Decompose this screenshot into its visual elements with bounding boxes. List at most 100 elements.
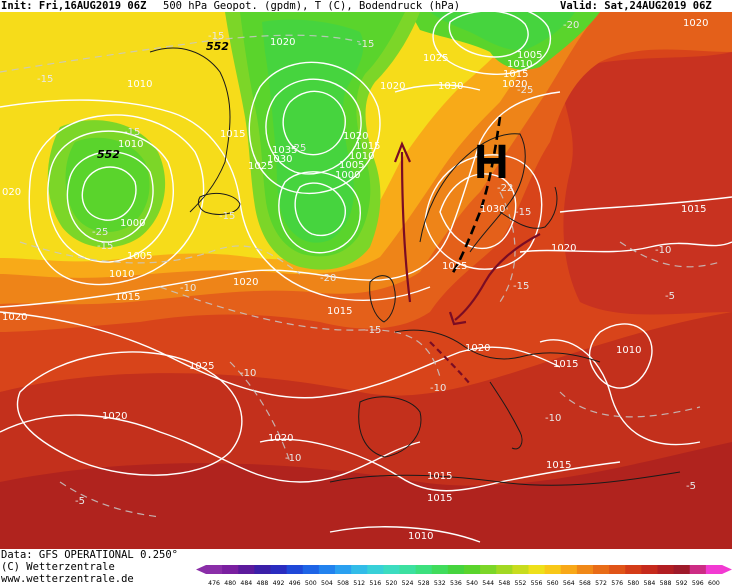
isobar-1030-high <box>439 173 517 250</box>
map-title: 500 hPa Geopot. (gpdm), T (C), Bodendruc… <box>163 0 461 12</box>
color-legend: 476 480 484 488 492 496 500 504 508 512 516 520 524 5… <box>196 565 732 587</box>
temperature-label: -15 <box>219 211 235 222</box>
pressure-label: 1020 <box>102 411 127 422</box>
isobar-west-low-2 <box>66 151 154 243</box>
pressure-label: 1010 <box>127 79 152 90</box>
legend-tick-label: 500 <box>305 580 317 587</box>
coast-baltic <box>499 186 558 229</box>
pressure-label: 020 <box>2 187 21 198</box>
arrow-east-loop <box>454 233 541 321</box>
legend-swatch <box>528 565 546 574</box>
pressure-label: 1015 <box>546 460 571 471</box>
legend-tick-label: 512 <box>353 580 365 587</box>
coast-europe <box>394 329 601 363</box>
trough-line <box>450 116 502 275</box>
legend-tick-label: 576 <box>611 580 623 587</box>
isobar-1020-east <box>519 241 732 253</box>
temperature-label: -15 <box>208 31 224 42</box>
legend-tick-label: 600 <box>708 580 720 587</box>
pressure-label: 1015 <box>427 471 452 482</box>
legend-swatch <box>576 565 594 574</box>
arrow-north-head <box>393 141 412 163</box>
legend-swatch <box>480 565 497 574</box>
legend-swatch <box>689 565 707 574</box>
valid-time: Valid: Sat,24AUG2019 06Z <box>560 0 712 12</box>
pressure-label: 1020 <box>233 277 258 288</box>
pressure-label: 1015 <box>327 306 352 317</box>
isotherm-5 <box>559 391 701 418</box>
legend-tick-label: 536 <box>450 580 462 587</box>
pressure-label: 1005 <box>339 160 364 171</box>
legend-tick-label: 520 <box>386 580 398 587</box>
isobar-1010-south <box>329 526 481 543</box>
temperature-label: -5 <box>75 496 85 507</box>
pressure-label: 1020 <box>380 81 405 92</box>
flow-arrows <box>393 141 541 385</box>
high-pressure-symbol: H <box>474 136 509 189</box>
isotherm-3 <box>159 286 441 378</box>
isobar-greenland-1 <box>282 90 346 156</box>
temperature-label: -15 <box>358 39 374 50</box>
isobar-greenland-4 <box>294 182 346 237</box>
legend-swatch <box>399 565 417 574</box>
coast-iberia <box>358 396 422 458</box>
pressure-label: 1025 <box>423 53 448 64</box>
legend-tip-right <box>722 565 732 574</box>
temperature-label: -10 <box>655 245 671 256</box>
field-green-ne-core <box>430 12 575 51</box>
pressure-label: 1015 <box>115 292 140 303</box>
pressure-labels: 1020 1010 1015 1020 1025 1030 1020 1005 1010 1015… <box>2 18 708 542</box>
arrow-east-loop-head <box>448 311 467 326</box>
legend-swatch <box>222 565 239 574</box>
pressure-label: 1020 <box>465 343 490 354</box>
legend-swatch <box>238 565 255 574</box>
temperature-label: -25 <box>517 85 533 96</box>
isobar-west-low-3 <box>47 130 174 263</box>
temperature-label: -20 <box>320 273 336 284</box>
arrow-north <box>400 151 412 303</box>
temperature-label: -10 <box>180 283 196 294</box>
legend-tick-label: 564 <box>563 580 575 587</box>
isobar-greenland-3 <box>248 61 381 195</box>
isobar-greenland-5 <box>278 171 361 254</box>
legend-tick-label: 552 <box>515 580 527 587</box>
legend-swatch <box>254 565 271 574</box>
legend-tick-label: 556 <box>531 580 543 587</box>
legend-swatch <box>657 565 675 574</box>
legend-swatch <box>593 565 610 574</box>
legend-swatch <box>270 565 288 574</box>
pressure-label: 1015 <box>220 129 245 140</box>
pressure-label: 1020 <box>683 18 708 29</box>
legend-tick-label: 580 <box>627 580 639 587</box>
map-footer: Data: GFS OPERATIONAL 0.250° (C) Wetterz… <box>0 549 732 587</box>
coast-uk <box>369 275 396 323</box>
legend-swatch <box>335 565 352 574</box>
legend-tick-label: 532 <box>434 580 446 587</box>
coast-iceland <box>197 193 241 215</box>
legend-tick-label: 492 <box>273 580 285 587</box>
legend-tick-label: 476 <box>208 580 220 587</box>
legend-tick-label: 560 <box>547 580 559 587</box>
website: www.wetterzentrale.de <box>1 573 134 585</box>
legend-tick-label: 528 <box>418 580 430 587</box>
legend-tip-left <box>196 565 206 574</box>
isobar-ne-low-2 <box>432 12 551 75</box>
data-source: Data: GFS OPERATIONAL 0.250° <box>1 549 179 561</box>
temperature-label: -25 <box>92 227 108 238</box>
legend-tick-label: 588 <box>660 580 672 587</box>
isobar-ne-low-1 <box>448 12 529 58</box>
isotherm-1 <box>0 34 361 73</box>
legend-swatch <box>464 565 481 574</box>
legend-tick-label: 516 <box>369 580 381 587</box>
coast-greenland <box>149 47 231 213</box>
geopot-label: 552 <box>97 148 120 161</box>
legend-swatch <box>609 565 626 574</box>
legend-swatch <box>544 565 562 574</box>
pressure-label: 1010 <box>616 345 641 356</box>
isobar-greenland-2 <box>265 78 362 175</box>
pressure-label: 1030 <box>438 81 463 92</box>
temperature-label: -10 <box>285 453 301 464</box>
isobar-west-low-1 <box>81 166 137 221</box>
legend-tick-label: 496 <box>289 580 301 587</box>
init-time: Init: Fri,16AUG2019 06Z <box>1 0 147 12</box>
